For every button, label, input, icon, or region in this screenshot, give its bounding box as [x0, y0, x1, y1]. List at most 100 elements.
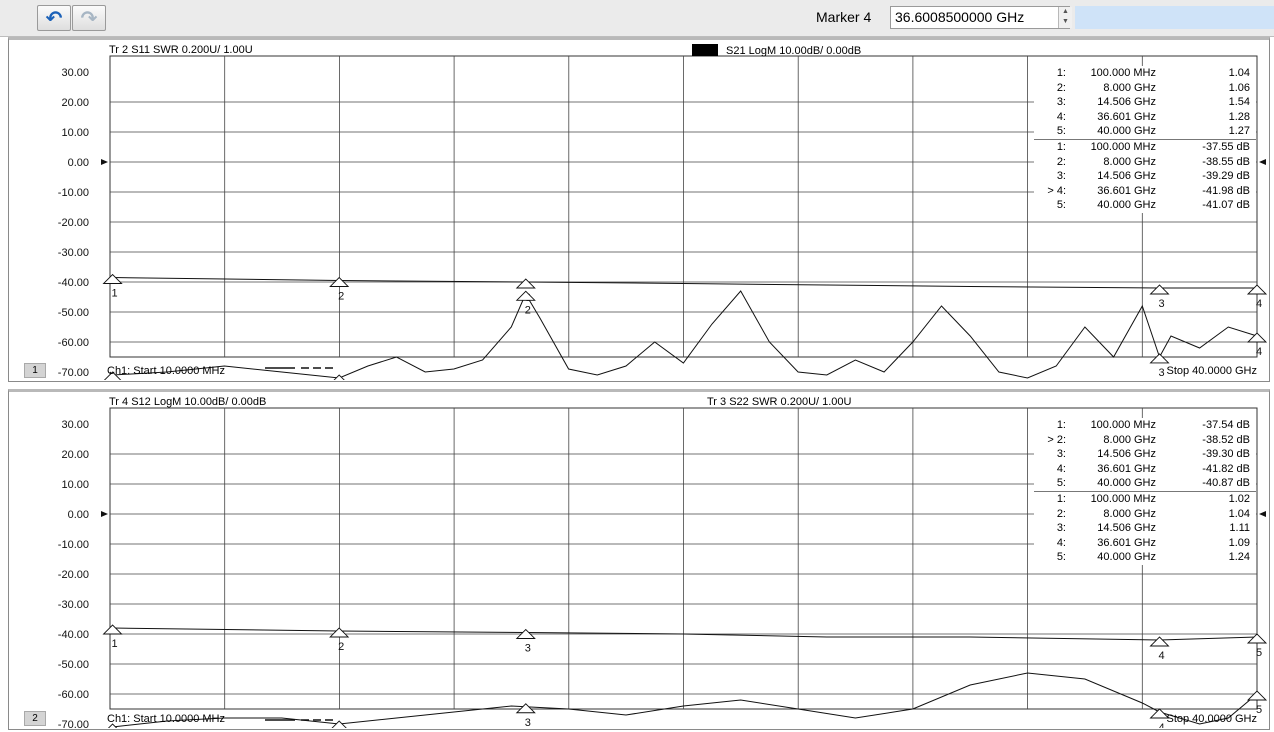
channel-window-2[interactable]: 30.00 20.00 10.00 0.00 -10.00 -20.00 -30.00 -40… — [8, 389, 1270, 730]
window-number-1[interactable]: 1 — [24, 363, 46, 378]
trace-line-flat — [110, 627, 1258, 641]
plot-area-1[interactable]: 30.00 20.00 10.00 0.00 -10.00 -20.00 -30.00 -40… — [9, 40, 1269, 380]
marker-number-label: 4 — [1256, 346, 1262, 358]
marker-value: -37.55 dB — [1156, 138, 1256, 155]
marker-row[interactable]: 4: 36.601 GHz 1.09 — [1034, 536, 1256, 551]
marker-row[interactable]: 3: 14.506 GHz -39.30 dB — [1034, 447, 1256, 462]
marker-triangle-icon — [333, 374, 345, 380]
channel-window-1[interactable]: 30.00 20.00 10.00 0.00 -10.00 -20.00 -30.00 -40… — [8, 37, 1270, 382]
marker-triangle-icon — [1149, 708, 1170, 719]
marker-triangle-icon — [1149, 353, 1170, 364]
y-tick-label: -20.00 — [58, 569, 89, 581]
marker-stimulus: 36.601 GHz — [1097, 462, 1156, 475]
y-tick-label: 30.00 — [61, 67, 89, 79]
marker-value: 1.11 — [1229, 522, 1250, 535]
marker-row[interactable]: 5: 40.000 GHz -40.87 dB — [1034, 476, 1256, 491]
toolbar-highlight-area — [1075, 6, 1274, 29]
marker-index: 3: — [1056, 522, 1066, 535]
marker-table-1: 1: 100.000 MHz 1.04 2: 8.000 GHz 1.06 3: 14.506… — [1034, 66, 1256, 213]
marker-index: 1: — [1034, 490, 1070, 507]
marker-triangle-icon — [1149, 284, 1170, 295]
marker-row[interactable]: 3: 14.506 GHz 1.11 — [1034, 521, 1256, 536]
marker-index: 2: — [1056, 507, 1066, 520]
y-tick-label: -50.00 — [58, 307, 89, 319]
marker-row[interactable]: > 4: 36.601 GHz -41.98 dB — [1034, 184, 1256, 199]
marker-row[interactable]: 1: 100.000 MHz -37.55 dB — [1034, 138, 1256, 155]
undo-button[interactable]: ↶ — [37, 5, 71, 31]
marker-value: -41.98 dB — [1202, 184, 1250, 197]
trace-label-s22[interactable]: Tr 3 S22 SWR 0.200U/ 1.00U — [707, 396, 852, 408]
marker-triangle-icon — [107, 723, 118, 728]
trace-label-s12[interactable]: Tr 4 S12 LogM 10.00dB/ 0.00dB — [109, 396, 267, 408]
marker-row[interactable]: 5: 40.000 GHz -41.07 dB — [1034, 198, 1256, 213]
marker-index: 2: — [1056, 81, 1066, 94]
marker-index: 1: — [1056, 419, 1066, 431]
marker-row[interactable]: 2: 8.000 GHz -38.55 dB — [1034, 155, 1256, 170]
plot-area-2[interactable]: 30.00 20.00 10.00 0.00 -10.00 -20.00 -30.00 -40… — [9, 392, 1269, 728]
marker-row[interactable]: 4: 36.601 GHz 1.28 — [1034, 110, 1256, 125]
marker-triangle-icon — [329, 627, 350, 638]
marker-stimulus: 8.000 GHz — [1103, 507, 1156, 520]
y-tick-label: 0.00 — [68, 509, 89, 521]
marker-number-label: 3 — [525, 643, 531, 655]
marker-index: 4: — [1056, 110, 1066, 123]
spinner-up-icon[interactable]: ▲ — [1062, 8, 1069, 15]
marker-triangle-icon — [515, 703, 536, 714]
marker-row[interactable]: 1: 100.000 MHz 1.04 — [1034, 66, 1256, 81]
spinner-down-icon[interactable]: ▼ — [1062, 18, 1069, 25]
marker-number-label: 5 — [1256, 704, 1262, 716]
marker-triangle-icon — [331, 720, 347, 728]
marker-row[interactable]: 1: 100.000 MHz -37.54 dB — [1034, 418, 1256, 433]
marker-value: 1.09 — [1228, 536, 1250, 549]
trace-label-s11[interactable]: Tr 2 S11 SWR 0.200U/ 1.00U — [109, 44, 253, 56]
marker-value-input[interactable]: 36.6008500000 GHz — [890, 6, 1070, 29]
trace-label-s21[interactable]: S21 LogM 10.00dB/ 0.00dB — [692, 44, 861, 57]
marker-stimulus: 40.000 GHz — [1097, 199, 1156, 212]
marker-number-label: 3 — [525, 717, 531, 728]
marker-value: -39.29 dB — [1202, 170, 1250, 183]
y-tick-label: -70.00 — [58, 367, 89, 379]
marker-value: 1.28 — [1228, 110, 1250, 123]
marker-row[interactable]: 2: 8.000 GHz 1.06 — [1034, 81, 1256, 96]
marker-triangle-icon — [1149, 636, 1170, 647]
marker-value: -41.82 dB — [1202, 462, 1250, 475]
marker-triangle-icon — [515, 290, 536, 301]
marker-row[interactable]: 2: 8.000 GHz 1.04 — [1034, 507, 1256, 522]
window-number-2[interactable]: 2 — [24, 711, 46, 726]
marker-stimulus: 36.601 GHz — [1097, 110, 1156, 123]
marker-stimulus: 100.000 MHz — [1070, 490, 1156, 507]
reference-arrow-right-icon — [1259, 511, 1266, 517]
undo-icon: ↶ — [45, 6, 63, 30]
y-tick-label: 10.00 — [61, 479, 89, 491]
marker-index: 1: — [1056, 67, 1066, 79]
y-tick-label: -10.00 — [58, 187, 89, 199]
marker-value: 1.27 — [1228, 125, 1250, 138]
marker-stimulus: 100.000 MHz — [1070, 138, 1156, 155]
marker-index: 3: — [1056, 96, 1066, 109]
marker-index: 5: — [1056, 125, 1066, 138]
marker-row[interactable]: 5: 40.000 GHz 1.27 — [1034, 124, 1256, 139]
y-tick-label: -60.00 — [58, 337, 89, 349]
y-tick-label: -70.00 — [58, 719, 89, 728]
marker-row[interactable]: 4: 36.601 GHz -41.82 dB — [1034, 462, 1256, 477]
marker-triangle-icon — [102, 273, 123, 284]
y-tick-label: -10.00 — [58, 539, 89, 551]
marker-row[interactable]: 3: 14.506 GHz -39.29 dB — [1034, 169, 1256, 184]
marker-stimulus: 36.601 GHz — [1097, 184, 1156, 197]
marker-stimulus: 8.000 GHz — [1103, 155, 1156, 168]
redo-button[interactable]: ↷ — [72, 5, 106, 31]
marker-value-spinner[interactable]: ▲ ▼ — [1058, 7, 1072, 28]
marker-stimulus: 40.000 GHz — [1097, 477, 1156, 490]
marker-stimulus: 8.000 GHz — [1103, 433, 1156, 446]
marker-number-label: 1 — [112, 288, 118, 300]
y-tick-label: 20.00 — [61, 449, 89, 461]
marker-stimulus: 8.000 GHz — [1103, 81, 1156, 94]
marker-index: 5: — [1056, 551, 1066, 564]
marker-index: 4: — [1056, 462, 1066, 475]
marker-row[interactable]: 5: 40.000 GHz 1.24 — [1034, 550, 1256, 565]
marker-triangle-icon — [1246, 633, 1268, 644]
marker-row[interactable]: 3: 14.506 GHz 1.54 — [1034, 95, 1256, 110]
marker-row[interactable]: 1: 100.000 MHz 1.02 — [1034, 490, 1256, 507]
marker-row[interactable]: > 2: 8.000 GHz -38.52 dB — [1034, 433, 1256, 448]
footer-stop-1: Stop 40.0000 GHz — [1166, 365, 1257, 377]
